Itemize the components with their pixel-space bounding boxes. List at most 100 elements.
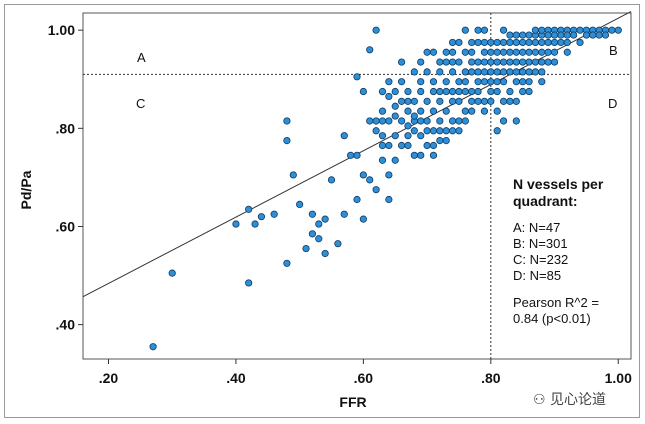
data-point <box>283 117 291 125</box>
data-point <box>563 31 571 39</box>
data-point <box>544 31 552 39</box>
data-point <box>461 78 469 86</box>
x-axis-title: FFR <box>339 394 366 410</box>
data-point <box>506 58 514 66</box>
data-point <box>538 48 546 56</box>
data-point <box>506 38 514 47</box>
data-point <box>512 117 520 125</box>
data-point <box>519 48 527 56</box>
data-point <box>525 38 533 47</box>
data-point <box>429 48 438 56</box>
data-point <box>410 127 418 135</box>
data-point <box>417 151 425 159</box>
data-point <box>436 58 444 66</box>
x-tick-label: .80 <box>481 370 501 386</box>
data-point <box>321 249 329 258</box>
data-point <box>359 171 367 179</box>
data-point <box>296 200 304 209</box>
data-point <box>614 26 622 34</box>
data-point <box>353 195 361 204</box>
data-point <box>519 58 527 66</box>
data-point <box>474 38 482 47</box>
data-point <box>429 107 438 115</box>
data-point <box>398 117 406 125</box>
data-point <box>455 127 463 135</box>
data-point <box>436 87 444 96</box>
data-point <box>378 132 387 140</box>
data-point <box>442 78 450 86</box>
data-point <box>480 38 489 47</box>
data-point <box>378 87 387 96</box>
data-point <box>544 38 552 47</box>
data-point <box>455 78 463 86</box>
data-point <box>417 117 425 125</box>
data-point <box>550 48 559 56</box>
data-point <box>448 97 457 105</box>
data-point <box>499 117 508 125</box>
y-tick-label: .40 <box>56 317 76 333</box>
data-point <box>366 46 374 54</box>
data-point <box>468 38 476 47</box>
data-point <box>315 235 323 243</box>
y-tick-label: .60 <box>56 218 76 234</box>
legend-title-line-1: N vessels per <box>513 176 604 192</box>
data-point <box>474 87 482 96</box>
data-point <box>474 97 482 105</box>
data-point <box>519 38 527 47</box>
data-point <box>353 151 361 159</box>
data-point <box>487 48 495 56</box>
data-point <box>417 87 425 96</box>
data-point <box>448 58 457 66</box>
data-point <box>493 48 501 56</box>
data-point <box>570 31 578 39</box>
data-point <box>404 87 412 96</box>
data-point <box>499 97 508 105</box>
data-point <box>448 127 457 135</box>
y-axis-title: Pd/Pa <box>18 170 34 209</box>
data-point <box>283 137 291 145</box>
data-point <box>493 58 501 66</box>
data-point <box>391 156 399 164</box>
data-point <box>468 58 476 66</box>
data-point <box>563 38 571 47</box>
data-point <box>372 26 380 34</box>
data-point <box>385 78 393 86</box>
data-point <box>480 68 489 76</box>
x-tick-label: 1.00 <box>605 370 632 386</box>
data-point <box>538 58 546 66</box>
data-point <box>429 87 438 96</box>
legend-title-line-2: quadrant: <box>513 193 578 209</box>
data-point <box>480 107 489 115</box>
y-tick-label: .80 <box>56 120 76 136</box>
data-point <box>448 48 457 56</box>
data-point <box>512 38 520 47</box>
data-point <box>550 58 559 66</box>
data-point <box>417 132 425 140</box>
data-point <box>423 141 431 150</box>
data-point <box>334 240 342 248</box>
data-point <box>525 48 533 56</box>
data-point <box>499 78 508 86</box>
data-point <box>372 127 380 135</box>
data-point <box>512 31 520 39</box>
x-tick-label: .40 <box>226 370 246 386</box>
data-point <box>499 48 508 56</box>
data-point <box>245 205 253 213</box>
data-point <box>245 279 253 287</box>
data-point <box>359 215 367 223</box>
data-point <box>378 156 387 164</box>
data-point <box>283 259 291 267</box>
data-point <box>257 213 266 221</box>
data-point <box>576 38 584 47</box>
data-point <box>308 210 316 218</box>
legend-item-a: A: N=47 <box>513 220 560 235</box>
data-point <box>461 107 469 115</box>
data-point <box>557 38 565 47</box>
data-point <box>531 26 540 34</box>
data-point <box>525 68 533 76</box>
data-point <box>436 137 444 145</box>
data-point <box>468 48 476 56</box>
data-point <box>468 68 476 76</box>
data-point <box>398 78 406 86</box>
data-point <box>512 78 520 86</box>
